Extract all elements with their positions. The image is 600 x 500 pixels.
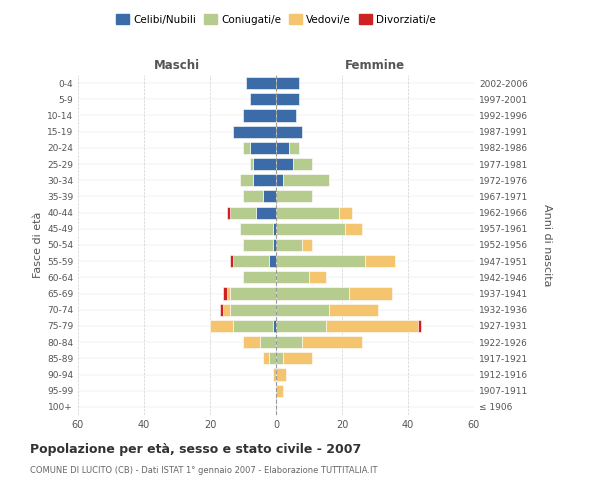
Bar [243,239,272,251]
Bar [250,158,253,170]
Bar [289,142,299,154]
Bar [263,352,269,364]
Bar [223,304,230,316]
Bar [272,320,276,332]
Bar [276,77,299,89]
Bar [276,368,286,380]
Bar [276,384,283,397]
Bar [269,255,276,268]
Bar [276,222,346,235]
Bar [309,272,325,283]
Bar [230,255,233,268]
Bar [230,288,276,300]
Bar [250,93,276,106]
Bar [243,272,276,283]
Bar [227,288,230,300]
Bar [276,93,299,106]
Bar [276,272,309,283]
Bar [276,206,338,218]
Bar [276,352,283,364]
Bar [276,239,302,251]
Bar [269,352,276,364]
Bar [276,142,289,154]
Text: Popolazione per età, sesso e stato civile - 2007: Popolazione per età, sesso e stato civil… [30,442,361,456]
Bar [283,352,313,364]
Bar [276,110,296,122]
Bar [276,174,283,186]
Bar [276,190,313,202]
Bar [243,110,276,122]
Bar [302,239,312,251]
Bar [276,126,302,138]
Bar [230,304,276,316]
Text: Femmine: Femmine [345,59,405,72]
Text: Maschi: Maschi [154,59,200,72]
Bar [243,190,263,202]
Bar [227,206,230,218]
Y-axis label: Anni di nascita: Anni di nascita [542,204,552,286]
Bar [329,304,379,316]
Bar [365,255,395,268]
Bar [338,206,352,218]
Bar [253,174,276,186]
Bar [243,142,250,154]
Bar [253,158,276,170]
Bar [256,206,276,218]
Bar [276,320,325,332]
Bar [220,304,223,316]
Bar [247,77,276,89]
Bar [233,255,269,268]
Bar [233,126,276,138]
Bar [276,158,293,170]
Bar [223,288,227,300]
Bar [276,255,365,268]
Bar [272,368,276,380]
Bar [276,336,302,348]
Text: COMUNE DI LUCITO (CB) - Dati ISTAT 1° gennaio 2007 - Elaborazione TUTTITALIA.IT: COMUNE DI LUCITO (CB) - Dati ISTAT 1° ge… [30,466,377,475]
Bar [346,222,362,235]
Y-axis label: Fasce di età: Fasce di età [33,212,43,278]
Bar [210,320,233,332]
Bar [272,222,276,235]
Bar [276,304,329,316]
Bar [418,320,421,332]
Bar [293,158,313,170]
Bar [250,142,276,154]
Bar [240,222,272,235]
Bar [263,190,276,202]
Legend: Celibi/Nubili, Coniugati/e, Vedovi/e, Divorziati/e: Celibi/Nubili, Coniugati/e, Vedovi/e, Di… [112,10,440,29]
Bar [325,320,418,332]
Bar [230,206,256,218]
Bar [233,320,272,332]
Bar [302,336,362,348]
Bar [260,336,276,348]
Bar [276,288,349,300]
Bar [240,174,253,186]
Bar [283,174,329,186]
Bar [272,239,276,251]
Bar [349,288,392,300]
Bar [243,336,260,348]
